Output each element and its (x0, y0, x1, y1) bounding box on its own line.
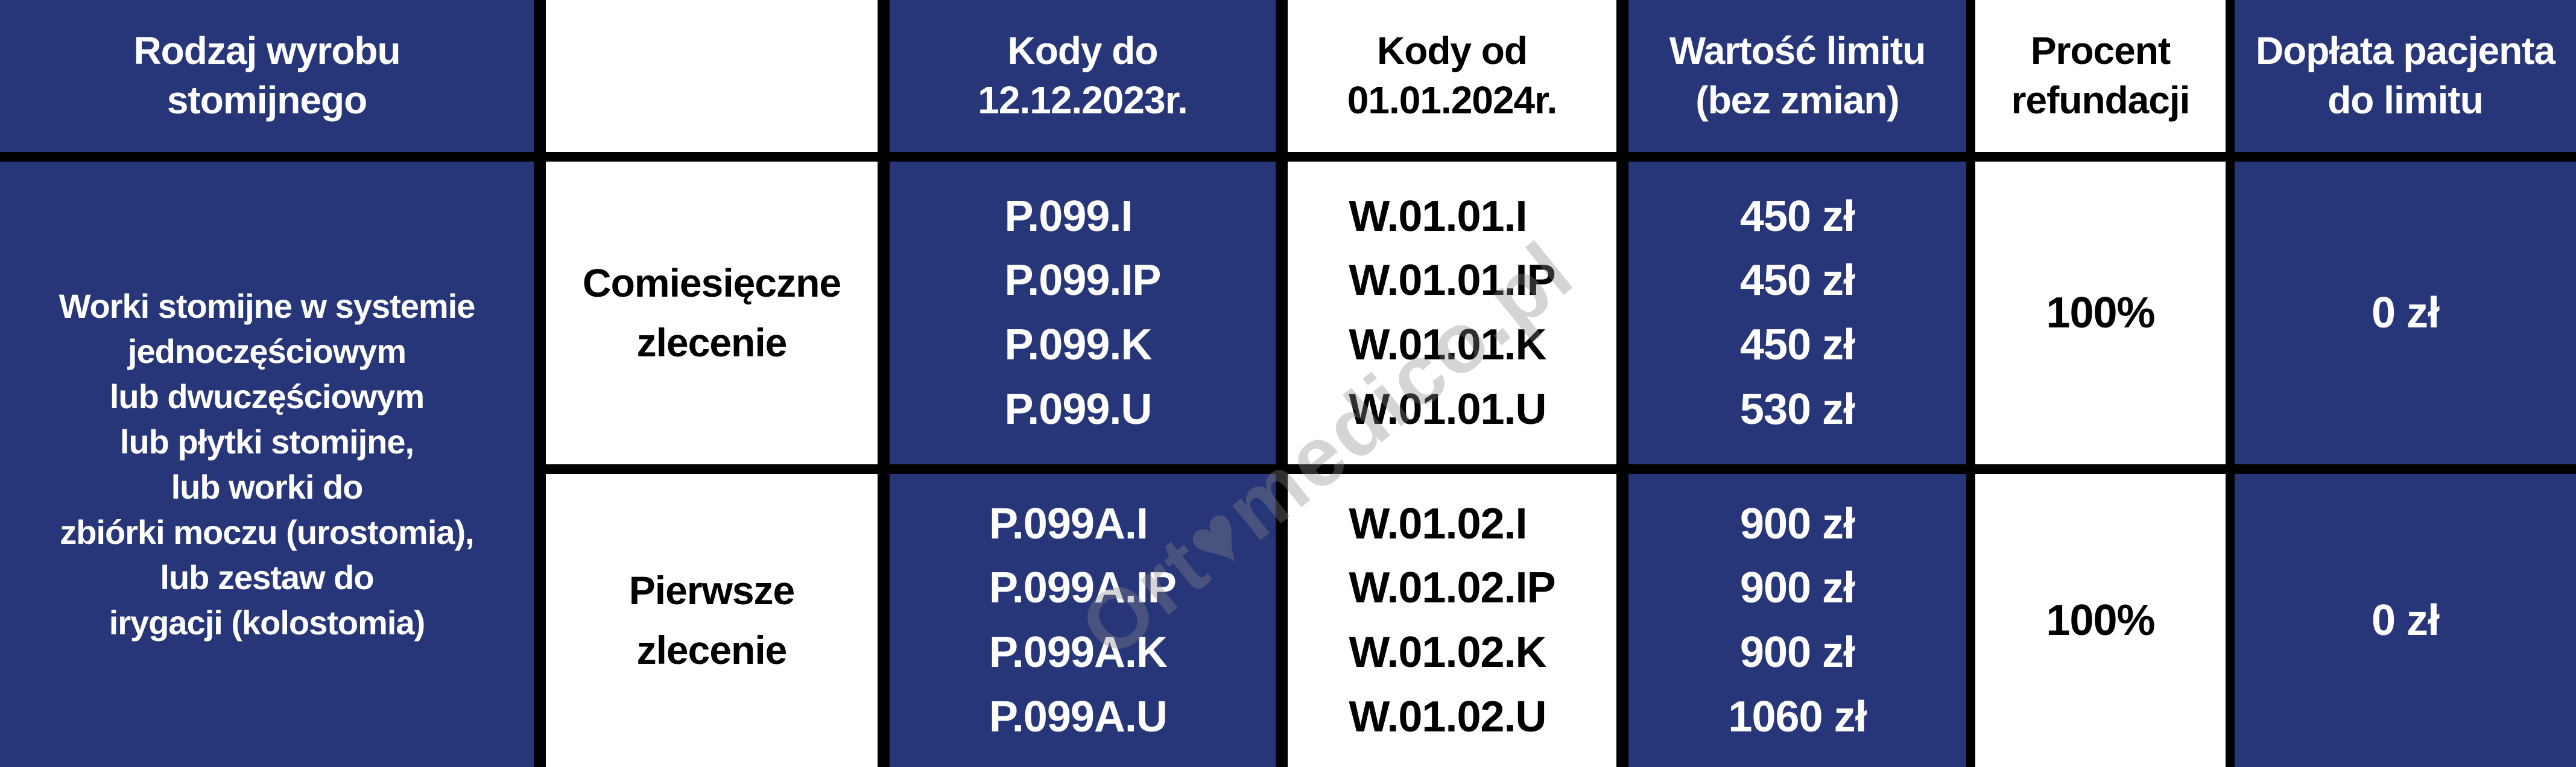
header-doplata-pacjenta: Dopłata pacjenta do limitu (2235, 0, 2576, 152)
header-empty (546, 0, 878, 152)
cell-codes-old-row1: P.099.I P.099.IP P.099.K P.099.U (890, 162, 1276, 464)
cell-codes-new-row2: W.01.02.I W.01.02.IP W.01.02.K W.01.02.U (1288, 474, 1616, 767)
cell-category-worki-stomijne: Worki stomijne w systemie jednoczęściowy… (0, 162, 534, 767)
cell-order-type-row2-label: Pierwsze zlecenie (628, 568, 795, 672)
cell-codes-old-row2: P.099A.I P.099A.IP P.099A.K P.099A.U (890, 474, 1276, 767)
cell-order-type-row1: Comiesięczne zlecenie (546, 162, 878, 464)
header-kody-od-label: Kody od 01.01.2024r. (1347, 29, 1557, 122)
cell-refund-row1-label: 100% (2046, 289, 2155, 337)
header-rodzaj-wyrobu: Rodzaj wyrobu stomijnego (0, 0, 534, 152)
header-kody-od: Kody od 01.01.2024r. (1288, 0, 1616, 152)
header-procent-refundacji-label: Procent refundacji (2011, 29, 2191, 122)
cell-copay-row2: 0 zł (2235, 474, 2576, 767)
cell-copay-row1-label: 0 zł (2371, 289, 2440, 337)
cell-copay-row1: 0 zł (2235, 162, 2576, 464)
cell-refund-row1: 100% (1975, 162, 2226, 464)
cell-order-type-row1-label: Comiesięczne zlecenie (582, 260, 841, 365)
cell-refund-row2-label: 100% (2046, 596, 2155, 645)
header-wartosc-limitu: Wartość limitu (bez zmian) (1628, 0, 1966, 152)
cell-codes-new-row2-label: W.01.02.I W.01.02.IP W.01.02.K W.01.02.U (1349, 499, 1555, 741)
header-rodzaj-wyrobu-label: Rodzaj wyrobu stomijnego (133, 29, 400, 122)
cell-limit-row1-label: 450 zł 450 zł 450 zł 530 zł (1739, 192, 1855, 434)
cell-order-type-row2: Pierwsze zlecenie (546, 474, 878, 767)
cell-codes-old-row2-label: P.099A.I P.099A.IP P.099A.K P.099A.U (989, 499, 1177, 741)
header-kody-do: Kody do 12.12.2023r. (890, 0, 1276, 152)
cell-limit-row1: 450 zł 450 zł 450 zł 530 zł (1628, 162, 1966, 464)
header-doplata-pacjenta-label: Dopłata pacjenta do limitu (2255, 29, 2555, 122)
cell-codes-old-row1-label: P.099.I P.099.IP P.099.K P.099.U (1004, 192, 1162, 434)
header-kody-do-label: Kody do 12.12.2023r. (978, 29, 1188, 122)
cell-copay-row2-label: 0 zł (2371, 596, 2440, 645)
cell-category-label: Worki stomijne w systemie jednoczęściowy… (59, 286, 476, 642)
header-wartosc-limitu-label: Wartość limitu (bez zmian) (1669, 29, 1926, 122)
cell-codes-new-row1: W.01.01.I W.01.01.IP W.01.01.K W.01.01.U (1288, 162, 1616, 464)
header-procent-refundacji: Procent refundacji (1975, 0, 2226, 152)
cell-limit-row2: 900 zł 900 zł 900 zł 1060 zł (1628, 474, 1966, 767)
cell-refund-row2: 100% (1975, 474, 2226, 767)
cell-codes-new-row1-label: W.01.01.I W.01.01.IP W.01.01.K W.01.01.U (1349, 192, 1555, 434)
cell-limit-row2-label: 900 zł 900 zł 900 zł 1060 zł (1728, 499, 1867, 741)
